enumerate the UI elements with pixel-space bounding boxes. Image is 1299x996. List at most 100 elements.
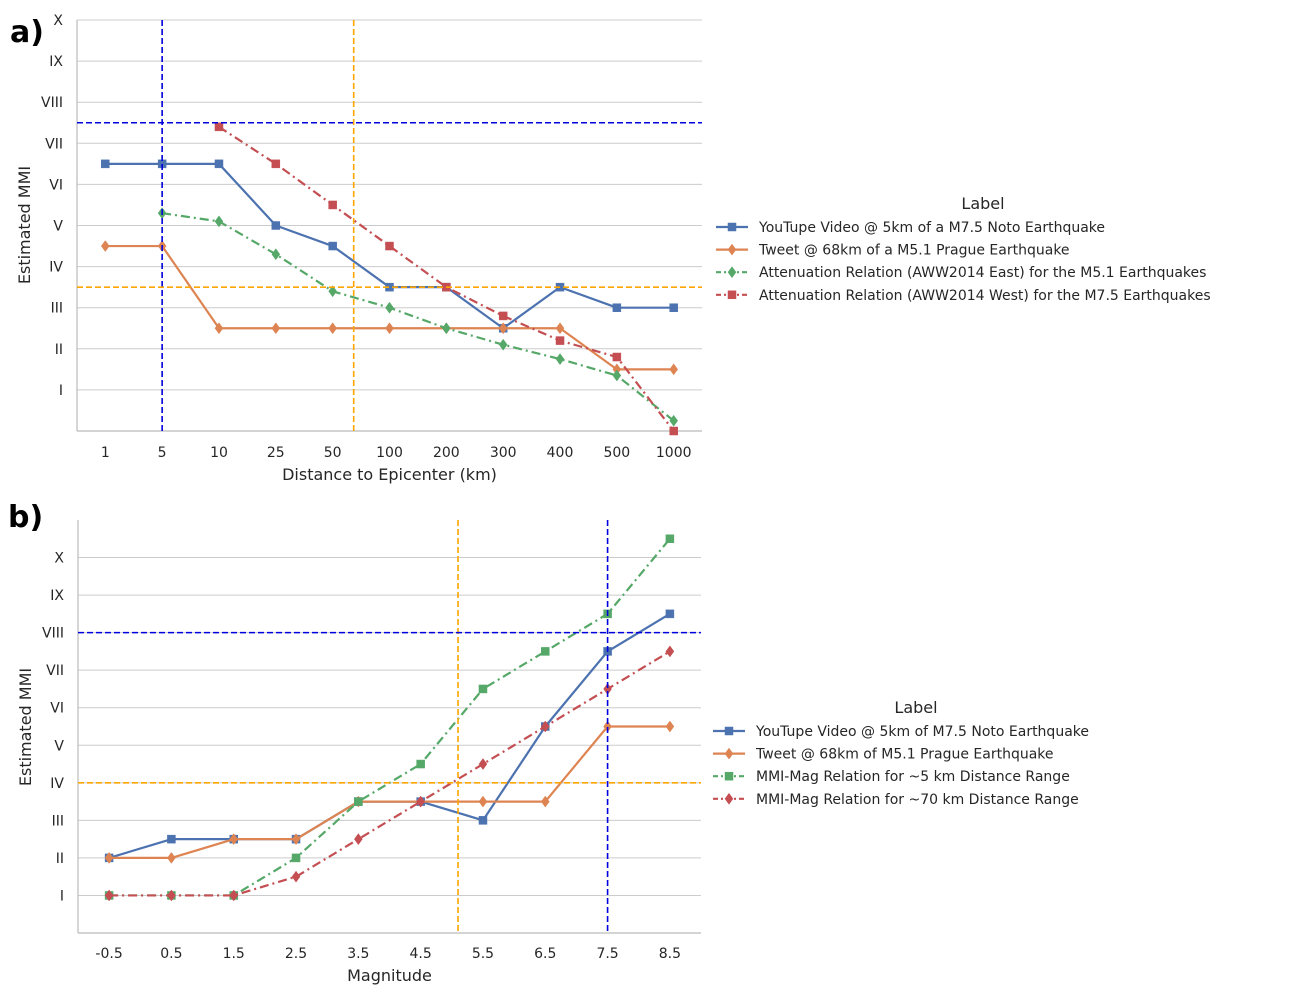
- data-point: [101, 241, 109, 252]
- y-tick-label: VIII: [41, 95, 63, 111]
- x-tick-label: 0.5: [160, 946, 182, 962]
- data-point: [215, 160, 223, 168]
- legend-marker: [728, 244, 736, 255]
- data-point: [556, 354, 564, 365]
- data-point: [329, 242, 337, 250]
- x-tick-label: 4.5: [410, 946, 432, 962]
- x-tick-label: 7.5: [596, 946, 618, 962]
- series-1: [105, 721, 674, 863]
- series-3: [215, 123, 678, 435]
- x-tick-label: 1: [101, 445, 110, 461]
- y-tick-label: I: [60, 888, 64, 904]
- data-point: [215, 123, 223, 131]
- legend-label: Attenuation Relation (AWW2014 West) for …: [759, 288, 1211, 304]
- data-point: [666, 721, 674, 732]
- y-tick-label: VI: [49, 177, 63, 193]
- x-tick-label: 5: [158, 445, 167, 461]
- data-point: [167, 835, 175, 843]
- data-point: [613, 304, 621, 312]
- legend: Label YouTupe Video @ 5km of M7.5 Noto Ea…: [713, 698, 1089, 808]
- x-tick-label: 100: [376, 445, 403, 461]
- figure: IIIIIIIVVVIVIIVIIIIXX1 5 10 25 50 100 200 300 40…: [0, 0, 1299, 996]
- y-tick-label: II: [56, 851, 64, 867]
- data-point: [272, 249, 280, 260]
- y-tick-label: I: [59, 383, 63, 399]
- data-point: [292, 871, 300, 882]
- x-tick-label: 500: [603, 445, 630, 461]
- y-axis-label: Estimated MMI: [16, 668, 35, 786]
- legend: Label YouTupe Video @ 5km of a M7.5 Noto …: [716, 194, 1211, 304]
- legend-label: MMI-Mag Relation for ~70 km Distance Ran…: [756, 792, 1079, 808]
- panel-label: a): [10, 15, 44, 50]
- y-tick-label: V: [54, 738, 64, 754]
- x-tick-label: 25: [267, 445, 285, 461]
- legend-label: YouTupe Video @ 5km of M7.5 Noto Earthqu…: [755, 724, 1089, 740]
- series-0: [105, 610, 674, 862]
- data-point: [479, 685, 487, 693]
- data-point: [556, 337, 564, 345]
- data-point: [101, 160, 109, 168]
- y-axis-label: Estimated MMI: [15, 166, 34, 284]
- data-point: [329, 201, 337, 209]
- x-tick-label: 8.5: [659, 946, 681, 962]
- data-point: [386, 242, 394, 250]
- y-tick-label: VIII: [42, 626, 64, 642]
- y-tick-label: IV: [49, 260, 63, 276]
- data-point: [670, 364, 678, 375]
- data-point: [354, 798, 362, 806]
- x-tick-label: 300: [490, 445, 517, 461]
- data-point: [556, 323, 564, 334]
- data-point: [479, 759, 487, 770]
- legend-marker: [725, 748, 733, 759]
- y-tick-label: VII: [46, 663, 64, 679]
- x-tick-label: 200: [433, 445, 460, 461]
- data-point: [479, 796, 487, 807]
- data-point: [292, 854, 300, 862]
- y-tick-label: X: [53, 13, 63, 29]
- y-tick-label: IX: [50, 588, 64, 604]
- data-point: [670, 304, 678, 312]
- legend-marker: [725, 772, 733, 780]
- series-2: [158, 208, 678, 427]
- data-point: [354, 834, 362, 845]
- x-tick-label: 1000: [656, 445, 692, 461]
- data-point: [386, 323, 394, 334]
- x-tick-label: 400: [547, 445, 574, 461]
- y-tick-label: X: [54, 551, 64, 567]
- series-line: [219, 127, 674, 431]
- x-tick-label: 6.5: [534, 946, 556, 962]
- legend-label: Tweet @ 68km of M5.1 Prague Earthquake: [755, 747, 1054, 763]
- panel-label: b): [8, 500, 43, 535]
- data-point: [613, 353, 621, 361]
- legend-marker: [725, 727, 733, 735]
- y-tick-label: VII: [45, 136, 63, 152]
- legend-marker: [725, 793, 733, 804]
- y-tick-label: III: [51, 301, 63, 317]
- x-tick-label: 3.5: [347, 946, 369, 962]
- series-3: [105, 646, 674, 901]
- legend-label: Tweet @ 68km of a M5.1 Prague Earthquake: [758, 243, 1070, 259]
- data-point: [272, 222, 280, 230]
- x-tick-label: 10: [210, 445, 228, 461]
- x-axis-label: Magnitude: [347, 966, 432, 985]
- legend-marker: [728, 291, 736, 299]
- data-point: [666, 535, 674, 543]
- legend-title: Label: [961, 194, 1004, 213]
- x-tick-label: 5.5: [472, 946, 494, 962]
- data-point: [670, 427, 678, 435]
- y-tick-label: V: [53, 219, 63, 235]
- y-tick-label: IV: [50, 776, 64, 792]
- legend-label: Attenuation Relation (AWW2014 East) for …: [759, 265, 1206, 281]
- data-point: [479, 816, 487, 824]
- data-point: [272, 160, 280, 168]
- legend-title: Label: [894, 698, 937, 717]
- data-point: [499, 312, 507, 320]
- legend-label: MMI-Mag Relation for ~5 km Distance Rang…: [756, 769, 1070, 785]
- legend-marker: [728, 223, 736, 231]
- y-tick-label: VI: [50, 701, 64, 717]
- legend-marker: [728, 267, 736, 278]
- x-tick-label: 50: [324, 445, 342, 461]
- data-point: [541, 647, 549, 655]
- data-point: [167, 852, 175, 863]
- data-point: [666, 610, 674, 618]
